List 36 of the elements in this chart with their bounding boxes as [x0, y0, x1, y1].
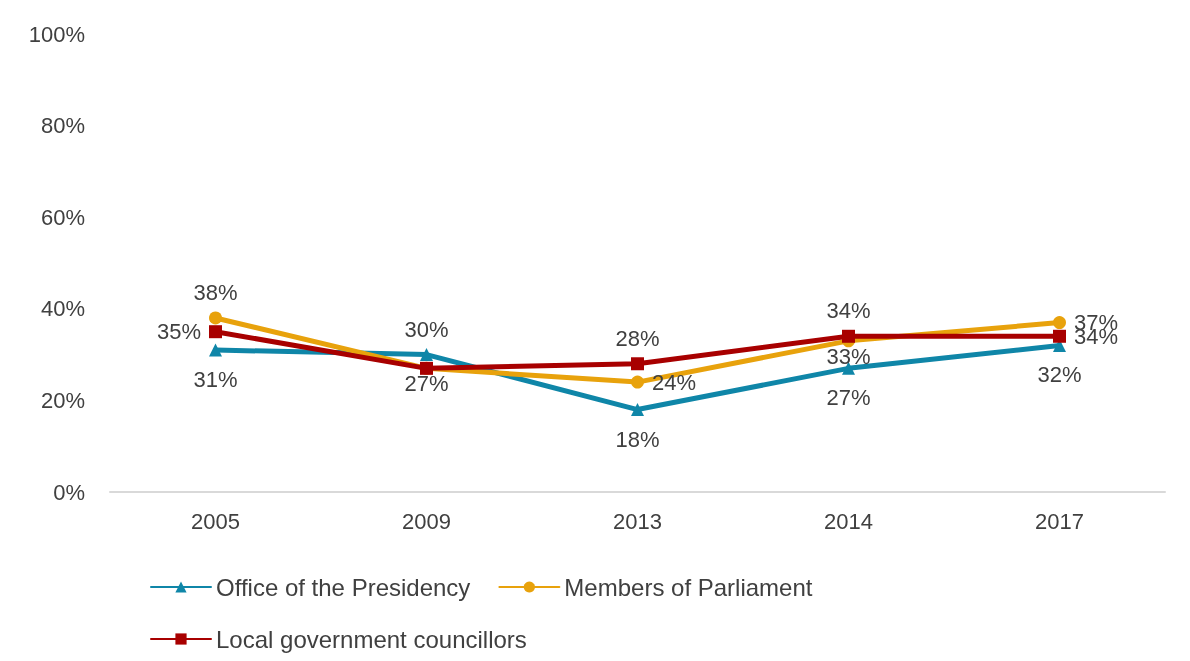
x-tick-label: 2017	[1035, 508, 1084, 534]
x-tick-label: 2013	[613, 508, 662, 534]
point	[209, 325, 222, 339]
data-label: 24%	[652, 369, 697, 395]
data-label: 32%	[1037, 362, 1082, 388]
y-tick-label: 100%	[28, 21, 85, 47]
point	[209, 343, 222, 357]
point	[1053, 329, 1066, 343]
point	[420, 348, 433, 362]
x-tick-label: 2009	[402, 508, 451, 534]
x-tick-label: 2005	[191, 508, 240, 534]
data-label: 38%	[193, 279, 238, 305]
data-label: 27%	[404, 371, 449, 397]
data-label: 28%	[615, 325, 660, 351]
y-tick-label: 0%	[53, 479, 85, 505]
y-tick-label: 40%	[40, 296, 85, 322]
data-label: 30%	[404, 316, 449, 342]
data-label: 18%	[615, 426, 660, 452]
point	[1053, 316, 1066, 330]
y-tick-label: 80%	[40, 113, 85, 139]
data-label: 35%	[156, 319, 201, 345]
data-label: 31%	[193, 367, 238, 393]
legend-label: Local government councillors	[216, 625, 527, 653]
data-label: 33%	[826, 343, 871, 369]
point	[631, 357, 644, 371]
legend-label: Members of Parliament	[564, 573, 813, 601]
y-tick-label: 60%	[40, 204, 85, 230]
point	[209, 311, 222, 325]
point	[842, 329, 855, 343]
data-label: 34%	[826, 298, 871, 324]
point	[631, 403, 644, 417]
point	[631, 375, 644, 389]
legend-label: Office of the Presidency	[216, 573, 471, 601]
data-label: 27%	[826, 385, 871, 411]
y-tick-label: 20%	[40, 387, 85, 413]
x-tick-label: 2014	[824, 508, 873, 534]
